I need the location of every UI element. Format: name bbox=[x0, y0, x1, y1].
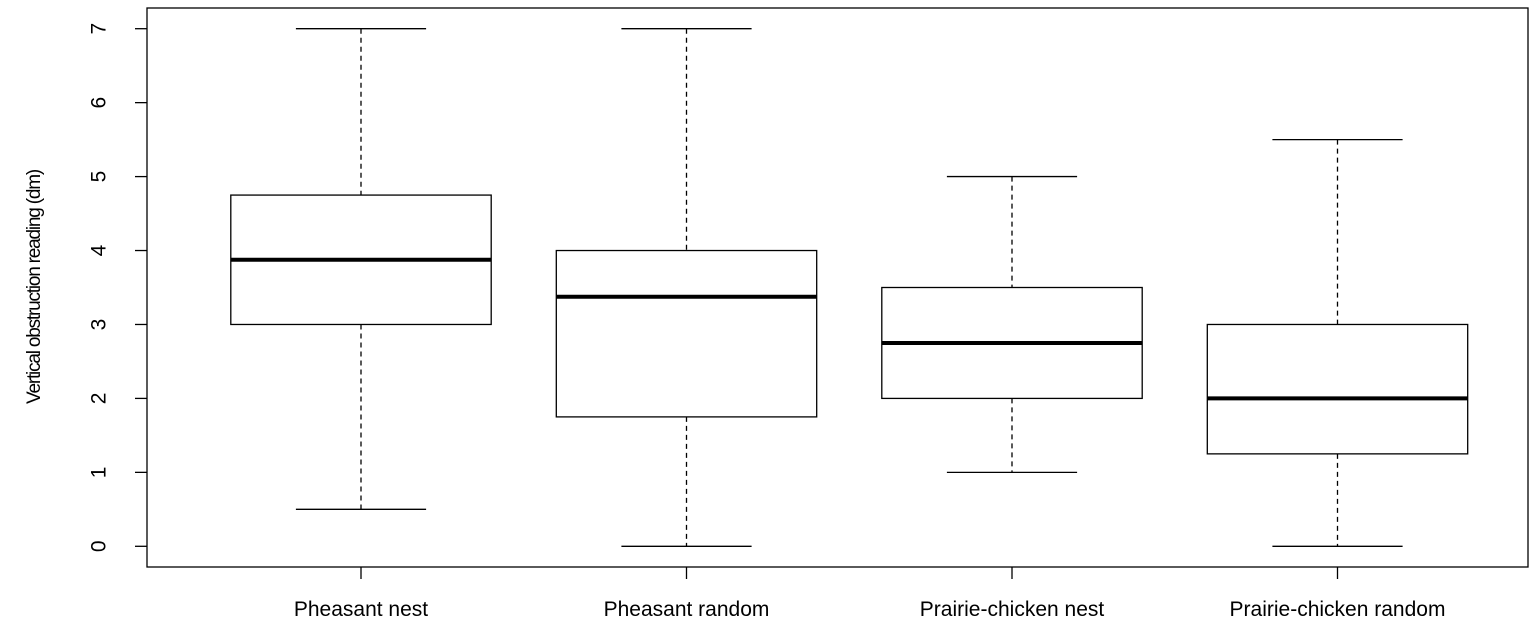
y-axis-label: Vertical obstruction reading (dm) bbox=[24, 169, 45, 404]
y-tick-label: 0 bbox=[88, 540, 111, 552]
y-tick-label: 1 bbox=[88, 467, 111, 479]
y-tick-label: 2 bbox=[88, 393, 111, 405]
x-tick-label: Prairie-chicken nest bbox=[920, 598, 1105, 621]
y-tick-label: 7 bbox=[88, 23, 111, 35]
y-tick-label: 3 bbox=[88, 319, 111, 331]
y-tick-label: 4 bbox=[88, 244, 111, 256]
y-tick-label: 6 bbox=[88, 97, 111, 109]
y-tick-label: 5 bbox=[88, 171, 111, 183]
plot-frame bbox=[146, 7, 1529, 568]
box bbox=[1206, 323, 1469, 455]
box bbox=[555, 249, 818, 418]
x-tick-label: Pheasant random bbox=[604, 598, 770, 621]
x-tick-label: Pheasant nest bbox=[294, 598, 428, 621]
x-tick-label: Prairie-chicken random bbox=[1230, 598, 1446, 621]
